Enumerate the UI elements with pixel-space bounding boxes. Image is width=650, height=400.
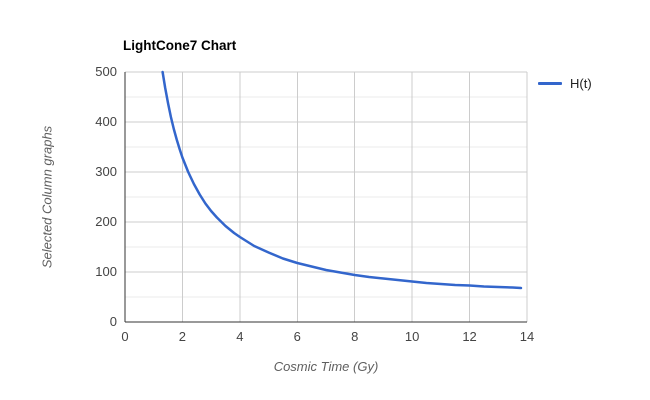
- y-tick-label: 0: [109, 314, 117, 329]
- x-tick-label: 6: [293, 329, 301, 344]
- legend: H(t): [538, 76, 592, 91]
- y-tick-label: 200: [95, 214, 117, 229]
- x-tick-label: 0: [121, 329, 129, 344]
- y-tick-label: 400: [95, 114, 117, 129]
- y-axis-title: Selected Column graphs: [39, 125, 55, 269]
- chart-title: LightCone7 Chart: [123, 38, 237, 53]
- x-axis-title: Cosmic Time (Gy): [273, 359, 379, 374]
- legend-label: H(t): [570, 76, 592, 91]
- x-tick-label: 2: [178, 329, 187, 344]
- series-line: [161, 70, 523, 290]
- x-tick-label: 14: [519, 329, 535, 344]
- x-tick-label: 4: [236, 329, 244, 344]
- x-tick-label: 8: [351, 329, 359, 344]
- y-tick-label: 100: [95, 264, 117, 279]
- y-tick-label: 500: [95, 64, 117, 79]
- x-tick-label: 12: [462, 329, 477, 344]
- legend-line-swatch: [538, 82, 562, 85]
- y-tick-label: 300: [95, 164, 117, 179]
- x-tick-label: 10: [404, 329, 420, 344]
